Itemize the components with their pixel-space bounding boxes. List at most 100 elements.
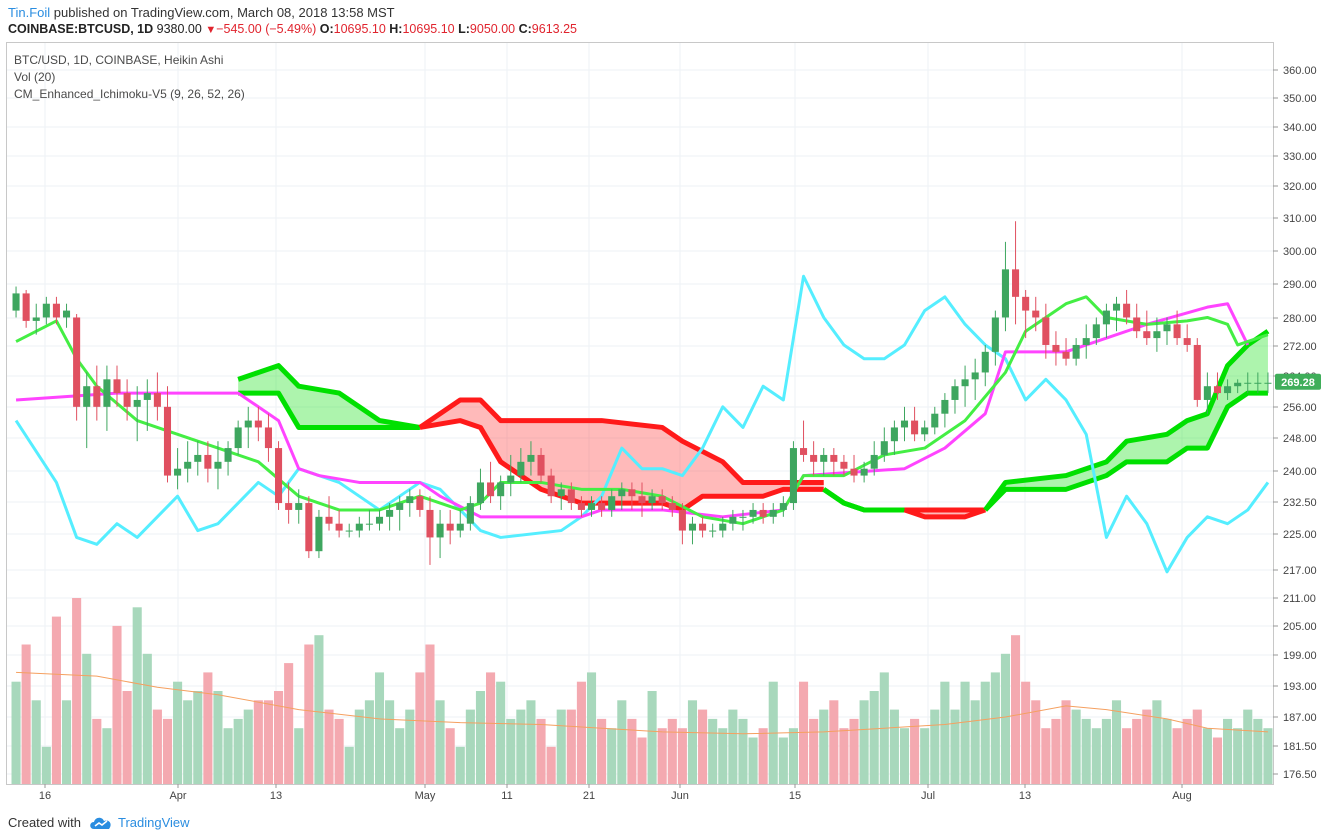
volume-bar — [395, 728, 405, 784]
candle-body — [709, 530, 717, 532]
volume-bar — [486, 672, 496, 784]
candle-body — [1183, 338, 1191, 345]
volume-bar — [970, 700, 980, 784]
candle-body — [123, 393, 131, 407]
candle-body — [789, 448, 797, 504]
y-tick-label: 290.00 — [1283, 279, 1317, 291]
tradingview-cloud-icon — [90, 817, 111, 829]
x-tick-label: 21 — [583, 790, 595, 802]
candle-body — [577, 503, 585, 510]
x-tick-label: Aug — [1172, 790, 1192, 802]
volume-bar — [223, 728, 233, 784]
candle-body — [981, 351, 989, 373]
volume-bar — [586, 672, 597, 784]
y-tick-label: 205.00 — [1283, 621, 1317, 633]
candle-body — [658, 496, 666, 504]
y-tick-label: 272.00 — [1283, 341, 1317, 353]
volume-bar — [1000, 653, 1010, 784]
candle-body — [103, 379, 111, 407]
candle-body — [668, 503, 676, 510]
candle-body — [547, 475, 555, 497]
volume-bar — [21, 644, 31, 784]
open-label: O: — [319, 22, 334, 36]
volume-bar — [1061, 700, 1071, 784]
symbol-line: COINBASE:BTCUSD, 1D 9380.00 ▼−545.00 (−5… — [8, 22, 577, 36]
legend-volume[interactable]: Vol (20) — [14, 70, 56, 84]
volume-bar — [274, 691, 284, 784]
volume-bar — [1253, 718, 1263, 784]
volume-bar — [1212, 737, 1223, 784]
candle-body — [315, 516, 323, 552]
candle-body — [961, 379, 969, 387]
volume-bar — [344, 746, 354, 784]
candle-body — [1153, 331, 1161, 339]
candle-body — [1032, 310, 1040, 318]
volume-bar — [1111, 700, 1122, 784]
candle-body — [769, 509, 777, 517]
candle-body — [32, 317, 40, 321]
candle-body — [1123, 303, 1131, 318]
volume-bar — [1041, 728, 1051, 784]
volume-bar — [960, 681, 970, 784]
x-tick-label: Jul — [921, 790, 935, 802]
y-tick-label: 248.00 — [1283, 433, 1317, 445]
high-value: 10695.10 — [402, 22, 455, 36]
volume-bar — [899, 728, 910, 784]
volume-bar — [990, 672, 1000, 784]
volume-bar — [617, 700, 627, 784]
volume-bar — [1263, 728, 1273, 784]
volume-bar — [849, 718, 859, 784]
candle-body — [951, 386, 959, 400]
tradingview-brand[interactable]: TradingView — [118, 815, 190, 830]
x-tick-label: May — [415, 790, 436, 802]
candle-body — [254, 420, 262, 428]
candle-body — [52, 303, 60, 318]
volume-bar — [647, 691, 657, 784]
candle-body — [820, 454, 828, 462]
candle-body — [497, 482, 505, 497]
author-link[interactable]: Tin.Foil — [8, 5, 51, 20]
candle-body — [436, 523, 444, 538]
legend-main-series[interactable]: BTC/USD, 1D, COINBASE, Heikin Ashi — [14, 53, 224, 67]
volume-bar — [51, 616, 61, 784]
volume-bar — [102, 728, 112, 784]
volume-bar — [657, 728, 667, 784]
volume-bar — [61, 700, 72, 784]
chart-pane[interactable] — [6, 42, 1274, 785]
volume-bar — [687, 700, 698, 784]
y-tick-label: 256.00 — [1283, 402, 1317, 414]
candle-body — [779, 503, 787, 510]
volume-bar — [405, 709, 415, 784]
candle-body — [830, 454, 838, 462]
candle-body — [1264, 382, 1272, 384]
candle-body — [285, 503, 293, 510]
candle-body — [487, 482, 495, 497]
legend-indicator[interactable]: CM_Enhanced_Ichimoku-V5 (9, 26, 52, 26) — [14, 87, 245, 101]
volume-bar — [718, 728, 728, 784]
volume-bar — [425, 644, 435, 784]
candle-body — [275, 448, 283, 504]
senkou-span-b-line — [822, 487, 905, 513]
volume-bar — [778, 737, 788, 784]
candle-body — [810, 454, 818, 462]
volume-bar — [203, 672, 213, 784]
y-tick-label: 225.00 — [1283, 529, 1317, 541]
y-tick-label: 310.00 — [1283, 213, 1317, 225]
volume-bar — [677, 728, 687, 784]
volume-bar — [243, 709, 253, 784]
candle-body — [517, 461, 525, 476]
volume-bar — [940, 681, 950, 784]
candle-body — [305, 503, 313, 552]
volume-bar — [1091, 728, 1101, 784]
candle-body — [335, 523, 343, 531]
candle-body — [850, 468, 858, 476]
price-tag — [1275, 373, 1321, 390]
volume-bar — [1081, 718, 1091, 784]
volume-bar — [516, 709, 526, 784]
candle-body — [93, 386, 101, 407]
senkou-span-b-line — [983, 390, 1268, 512]
volume-bar — [445, 728, 455, 784]
candle-body — [1213, 386, 1222, 394]
volume-bar — [920, 728, 930, 784]
